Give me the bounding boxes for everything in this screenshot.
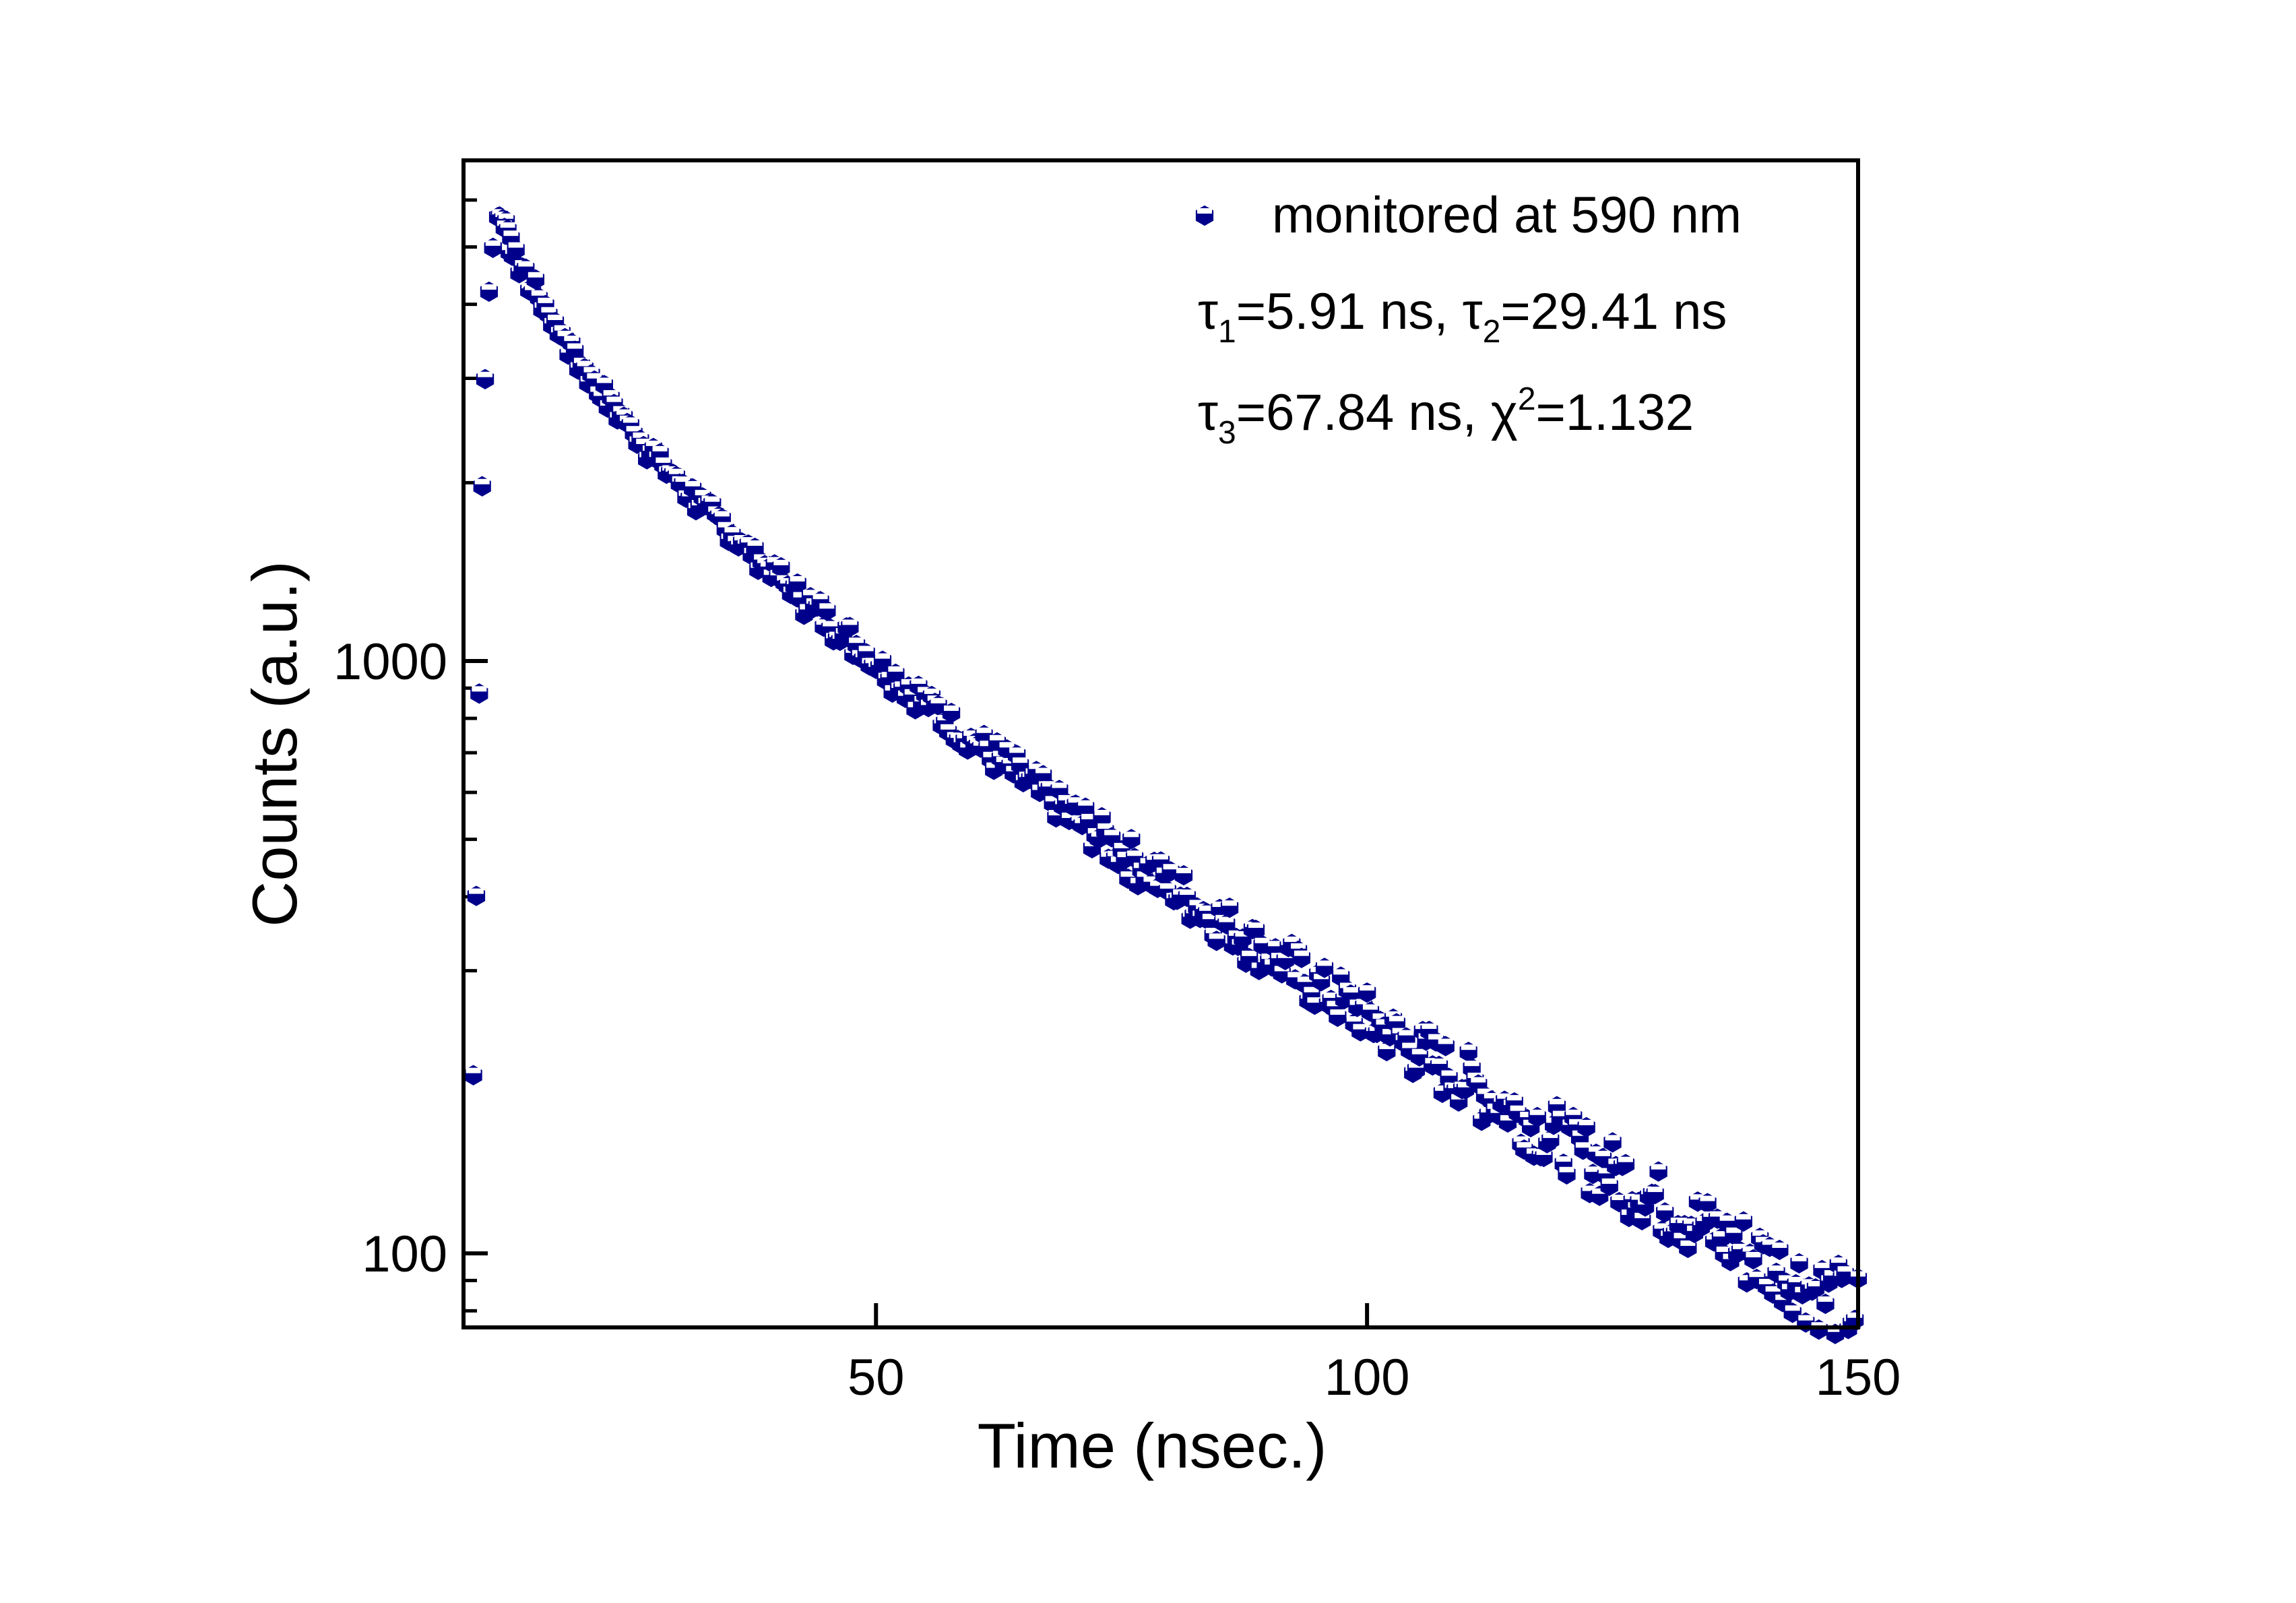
plot-frame (461, 158, 1860, 1329)
data-point (1616, 1154, 1635, 1174)
data-point (1558, 1164, 1576, 1185)
data-point (1528, 1106, 1546, 1127)
data-point (507, 239, 525, 260)
data-point (1649, 1161, 1667, 1182)
data-point (1315, 957, 1334, 978)
data-point (1220, 898, 1239, 918)
data-point (1698, 1193, 1717, 1214)
data-point (526, 269, 544, 290)
tau1-subscript: 1 (1218, 314, 1236, 350)
tau3-symbol: τ (1198, 384, 1218, 441)
data-point (1656, 1202, 1674, 1223)
data-point (1161, 861, 1180, 882)
chi-symbol: χ (1491, 384, 1518, 441)
data-point (1436, 1036, 1455, 1057)
lifetime-line-1: τ1=5.91 ns, τ2=29.41 ns (1198, 283, 1727, 350)
tau1-value: =5.91 ns, (1236, 283, 1463, 340)
y-tick-label: 100 (362, 1226, 447, 1283)
data-point (841, 617, 859, 637)
data-point (1292, 947, 1310, 968)
data-point (480, 281, 498, 303)
legend: monitored at 590 nm τ1=5.91 ns, τ2=29.41… (1195, 187, 1742, 451)
x-axis-title: Time (nsec.) (978, 1410, 1327, 1481)
chi-value: =1.132 (1536, 384, 1694, 441)
data-point (1603, 1132, 1622, 1153)
legend-hexagon-icon (1195, 205, 1214, 226)
data-point (1600, 1175, 1618, 1197)
y-tick-label: 1000 (333, 633, 447, 691)
data-point (1329, 1006, 1347, 1028)
data-point (470, 683, 488, 704)
data-point (1771, 1239, 1789, 1261)
data-point (1459, 1042, 1477, 1063)
data-point (473, 476, 491, 497)
tau2-symbol: τ (1463, 283, 1483, 340)
data-point (1836, 1263, 1854, 1284)
data-point (942, 702, 961, 724)
lifetime-line-2: τ3=67.84 ns, χ2=1.132 (1198, 381, 1694, 451)
data-point (1679, 1237, 1697, 1259)
data-point (1174, 865, 1193, 886)
data-point (484, 237, 502, 258)
data-point (1103, 827, 1121, 848)
tau3-subscript: 3 (1218, 415, 1236, 451)
y-axis-title: Counts (a.u.) (239, 561, 310, 926)
data-point (873, 650, 892, 671)
data-point (1790, 1253, 1808, 1274)
tau2-subscript: 2 (1483, 314, 1501, 350)
data-point (1744, 1249, 1762, 1270)
data-point (1358, 982, 1376, 1003)
legend-marker (1195, 205, 1214, 226)
data-point (467, 885, 486, 906)
data-point (1207, 931, 1225, 951)
tau1-symbol: τ (1198, 283, 1218, 340)
x-tick-label: 50 (848, 1349, 905, 1406)
data-point (1646, 1183, 1664, 1205)
data-point (929, 695, 947, 716)
data-point (1816, 1293, 1835, 1315)
data-point (1577, 1117, 1595, 1138)
data-point (1217, 914, 1236, 935)
tau2-value: =29.41 ns (1500, 283, 1727, 340)
data-point (818, 600, 836, 621)
data-point (1783, 1302, 1801, 1323)
data-point (1734, 1211, 1752, 1232)
data-point (1810, 1319, 1828, 1340)
data-point (1574, 1139, 1592, 1160)
data-point (1541, 1129, 1560, 1151)
tau3-value: =67.84 ns, (1236, 384, 1491, 441)
data-points (464, 206, 1868, 1344)
x-tick-label: 150 (1816, 1349, 1901, 1406)
data-point (476, 369, 495, 389)
chi-superscript: 2 (1518, 381, 1536, 417)
data-point (1410, 1046, 1428, 1067)
legend-label: monitored at 590 nm (1272, 187, 1742, 244)
x-tick-label: 100 (1325, 1349, 1410, 1406)
data-point (1122, 829, 1141, 850)
data-point (464, 1065, 482, 1086)
